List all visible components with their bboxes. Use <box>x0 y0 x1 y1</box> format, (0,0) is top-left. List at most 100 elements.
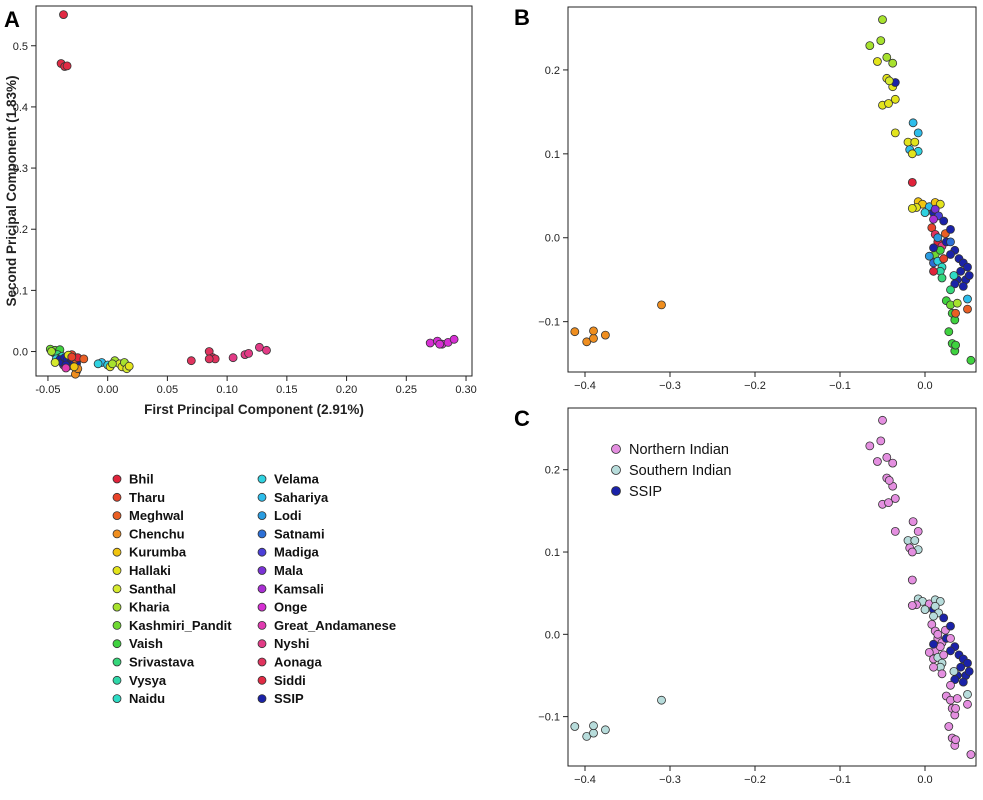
data-point <box>951 704 960 713</box>
plot-frame <box>567 6 977 373</box>
x-axis-title: First Principal Component (2.91%) <box>144 402 364 417</box>
panel-a-scatter: -0.05 0.00 0.05 0.10 0.15 0.20 0.25 0.30 0.0 0.1 0… <box>4 5 477 417</box>
legend-marker <box>257 511 267 520</box>
data-point <box>951 308 960 318</box>
data-point <box>952 298 962 308</box>
data-point <box>890 527 900 536</box>
data-point <box>933 233 943 243</box>
data-point <box>939 216 949 226</box>
y-tick-label: 0.1 <box>545 149 560 161</box>
legend-label: Southern Indian <box>629 463 731 479</box>
data-point <box>186 356 196 366</box>
data-point <box>425 338 435 348</box>
legend-marker <box>112 529 122 539</box>
data-point <box>910 536 920 545</box>
x-tick-label: 0.30 <box>455 384 476 396</box>
y-tick-label: 0.2 <box>13 224 28 236</box>
x-tick-label: 0.20 <box>336 384 357 396</box>
data-point <box>890 94 900 104</box>
legend-label: Kashmiri_Pandit <box>129 618 232 633</box>
legend-label: Madiga <box>274 545 320 560</box>
legend-marker <box>257 492 267 502</box>
legend-label: SSIP <box>629 484 662 500</box>
panel-b-scatter: −0.4 −0.3 −0.2 −0.1 0.0 −0.1 0.0 0.1 0.2 <box>538 6 977 392</box>
panel-label-a: A <box>4 7 20 32</box>
legend-label: Vysya <box>129 673 167 688</box>
data-point <box>963 304 972 314</box>
data-point <box>873 57 882 66</box>
legend-marker <box>112 584 122 594</box>
legend-label: Nyshi <box>274 636 309 651</box>
data-point <box>589 728 598 738</box>
data-point <box>924 648 934 657</box>
data-point <box>570 722 580 731</box>
data-point <box>244 348 254 358</box>
legend-marker <box>112 547 122 557</box>
panel-c-scatter: −0.4 −0.3 −0.2 −0.1 0.0 −0.1 0.0 0.1 0.2 <box>538 407 977 786</box>
data-point <box>873 457 882 466</box>
x-tick-label: −0.4 <box>574 774 596 786</box>
legend-label: Kurumba <box>129 545 187 560</box>
legend-label: Kharia <box>129 600 170 615</box>
data-point <box>951 735 960 745</box>
data-point <box>907 575 917 585</box>
data-point <box>951 340 960 350</box>
panel-label-c: C <box>514 406 530 431</box>
legend-label: Vaish <box>129 636 163 651</box>
data-point <box>929 611 938 621</box>
data-point <box>907 177 917 187</box>
data-point <box>946 250 955 259</box>
legend-marker <box>611 444 621 454</box>
data-point <box>124 361 134 371</box>
legend-label: Meghwal <box>129 508 184 523</box>
y-tick-label: 0.2 <box>545 65 560 77</box>
data-point <box>884 475 894 485</box>
data-point <box>946 646 955 656</box>
y-tick-label: 0.0 <box>545 233 560 245</box>
data-point <box>59 10 68 20</box>
data-point <box>946 634 955 643</box>
legend-marker <box>112 602 122 612</box>
data-point <box>949 271 959 280</box>
data-point <box>966 355 976 365</box>
legend-label: Siddi <box>274 673 306 688</box>
legend-marker <box>112 694 122 703</box>
data-point <box>435 339 445 349</box>
legend-label: Mala <box>274 563 304 578</box>
data-point <box>878 15 887 25</box>
legend-marker <box>257 547 267 557</box>
data-point <box>963 699 972 709</box>
legend-label: Onge <box>274 600 307 615</box>
data-point <box>67 352 77 362</box>
data-point <box>956 266 966 276</box>
data-point <box>913 128 923 138</box>
data-point <box>956 662 966 672</box>
data-point <box>946 680 955 690</box>
legend-marker <box>611 465 621 475</box>
data-point <box>228 353 238 363</box>
data-point <box>47 347 56 356</box>
legend-marker <box>257 675 267 685</box>
data-point <box>964 271 974 280</box>
x-tick-label: −0.3 <box>659 774 681 786</box>
data-point <box>204 354 214 364</box>
legend-label: SSIP <box>274 691 304 706</box>
legend-marker <box>257 639 267 649</box>
data-point <box>907 203 917 213</box>
legend-label: Naidu <box>129 691 165 706</box>
data-point <box>937 273 947 283</box>
legend-marker <box>257 474 267 484</box>
legend-marker <box>112 492 122 502</box>
legend-label: Aonaga <box>274 655 322 670</box>
x-tick-label: −0.1 <box>829 774 851 786</box>
data-point <box>570 327 580 337</box>
region-legend: Northern Indian Southern Indian SSIP <box>611 442 731 500</box>
data-point <box>958 281 968 291</box>
data-point <box>589 333 598 343</box>
legend-marker <box>112 639 122 649</box>
legend-marker <box>112 657 122 667</box>
population-legend: Bhil Tharu Meghwal Chenchu Kurumba Hallaki San… <box>112 472 396 706</box>
data-point <box>884 498 893 508</box>
data-point <box>888 58 898 68</box>
plot-frame <box>567 407 977 767</box>
